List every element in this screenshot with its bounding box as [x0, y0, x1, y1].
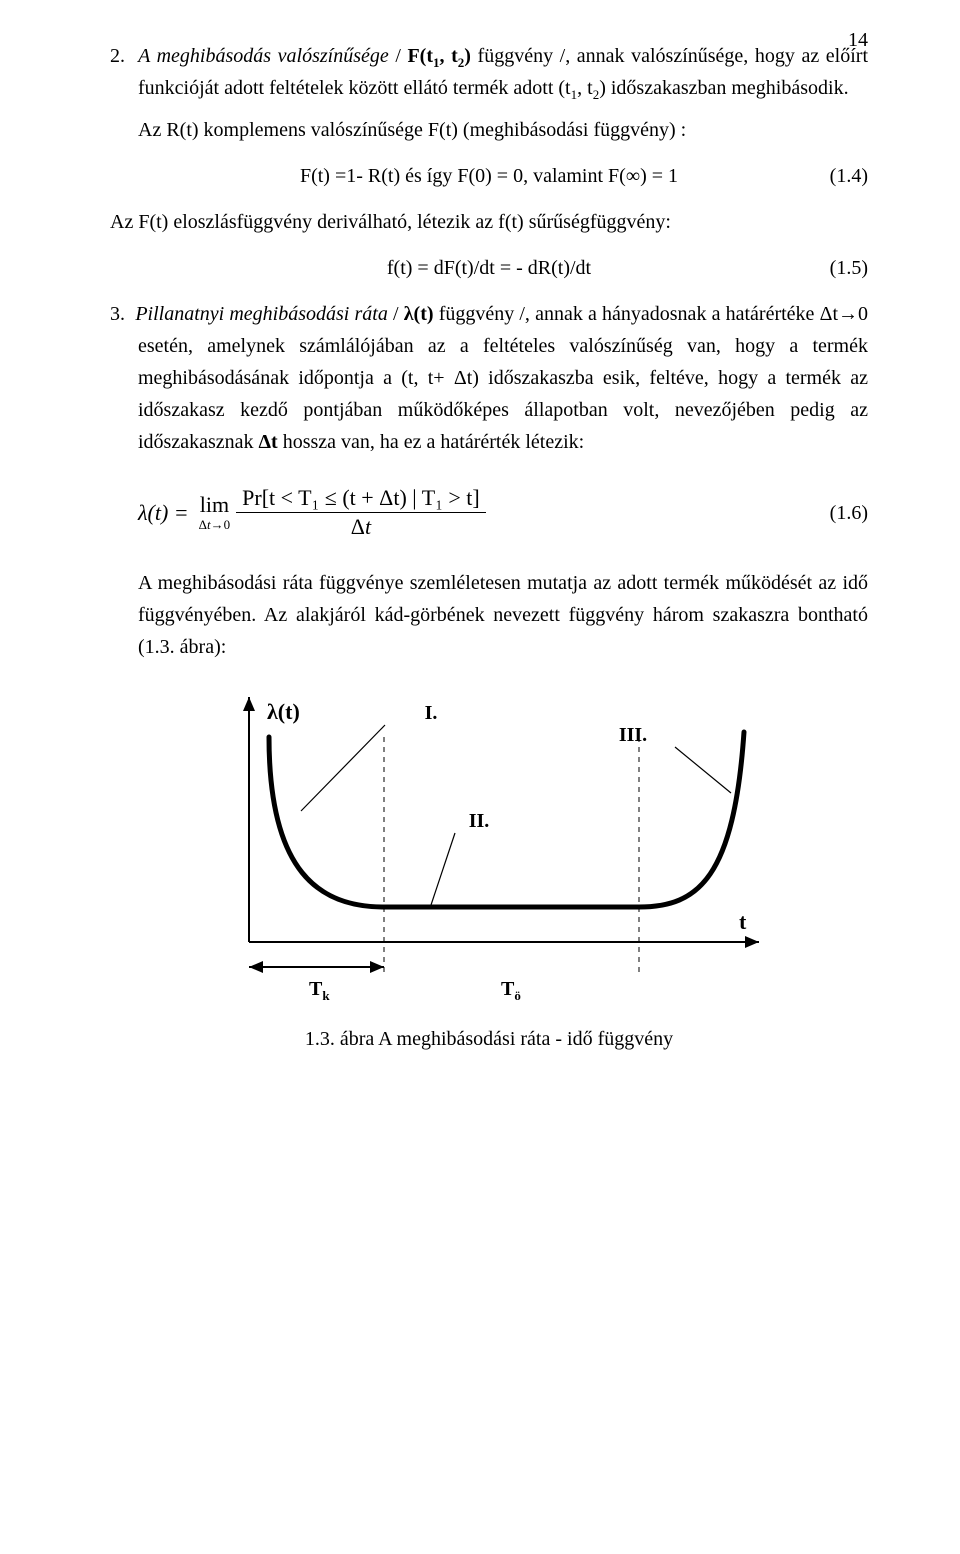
eq16-number: (1.6): [830, 497, 868, 529]
eq15-body: f(t) = dF(t)/dt = - dR(t)/dt: [387, 252, 591, 284]
item-3-dt: Δt: [259, 431, 278, 453]
item-2-fn-open: F(t: [407, 45, 433, 67]
eq16-numerator: Pr[t < T₁ ≤ (t + Δt) | T₁ > t]: [236, 486, 486, 513]
item-2-fn-mid: , t: [440, 45, 458, 67]
item-2: 2. A meghibásodás valószínűsége / F(t1, …: [110, 40, 868, 104]
svg-text:t: t: [739, 909, 747, 934]
equation-1-5: f(t) = dF(t)/dt = - dR(t)/dt (1.5): [110, 252, 868, 284]
eq16-denominator: Δt: [345, 513, 377, 539]
svg-text:III.: III.: [619, 724, 647, 746]
r-intro: Az R(t) komplemens valószínűsége F(t) (m…: [138, 114, 868, 146]
svg-text:II.: II.: [469, 810, 490, 832]
item-3-lead: 3.: [110, 303, 125, 325]
item-3-slash: /: [393, 303, 404, 325]
equation-1-6: λ(t) = lim Δt→0 Pr[t < T₁ ≤ (t + Δt) | T…: [138, 486, 868, 539]
bathtub-curve-svg: λ(t) I. II. III. t Tk Tö: [209, 677, 769, 1017]
eq16-lhs: λ(t) =: [138, 495, 189, 530]
item-2-body-mid: , t: [577, 77, 593, 99]
eq14-body: F(t) =1- R(t) és így F(0) = 0, valamint …: [300, 160, 678, 192]
item-2-term: A meghibásodás valószínűsége: [138, 45, 389, 67]
item-3: 3. Pillanatnyi meghibásodási ráta / λ(t)…: [110, 298, 868, 458]
para-after-eq16: A meghibásodási ráta függvénye szemlélet…: [138, 567, 868, 663]
svg-text:I.: I.: [425, 702, 438, 724]
eq16-lim: lim Δt→0: [199, 494, 231, 531]
item-2-body-b: ) időszakaszban meghibásodik.: [599, 77, 848, 99]
item-3-body-b: hossza van, ha ez a határérték létezik:: [283, 431, 585, 453]
eq15-number: (1.5): [830, 252, 868, 284]
eq16-lim-sub: Δt→0: [199, 518, 231, 531]
svg-text:λ(t): λ(t): [267, 699, 300, 724]
f-deriv-intro: Az F(t) eloszlásfüggvény deriválható, lé…: [110, 206, 868, 238]
svg-text:Tö: Tö: [501, 978, 521, 1003]
figure-1-3: λ(t) I. II. III. t Tk Tö: [110, 677, 868, 1017]
item-3-lambda: λ(t): [404, 303, 434, 325]
item-3-term: Pillanatnyi meghibásodási ráta: [135, 303, 388, 325]
eq14-number: (1.4): [830, 160, 868, 192]
eq16-fraction: Pr[t < T₁ ≤ (t + Δt) | T₁ > t] Δt: [236, 486, 486, 539]
page-number: 14: [848, 24, 868, 56]
item-2-fn-close: ): [464, 45, 471, 67]
item-2-slash: /: [395, 45, 407, 67]
figure-1-3-caption: 1.3. ábra A meghibásodási ráta - idő füg…: [110, 1023, 868, 1055]
item-2-lead: 2.: [110, 45, 125, 67]
equation-1-4: F(t) =1- R(t) és így F(0) = 0, valamint …: [110, 160, 868, 192]
svg-text:Tk: Tk: [309, 978, 330, 1003]
eq16-lim-word: lim: [200, 494, 229, 516]
